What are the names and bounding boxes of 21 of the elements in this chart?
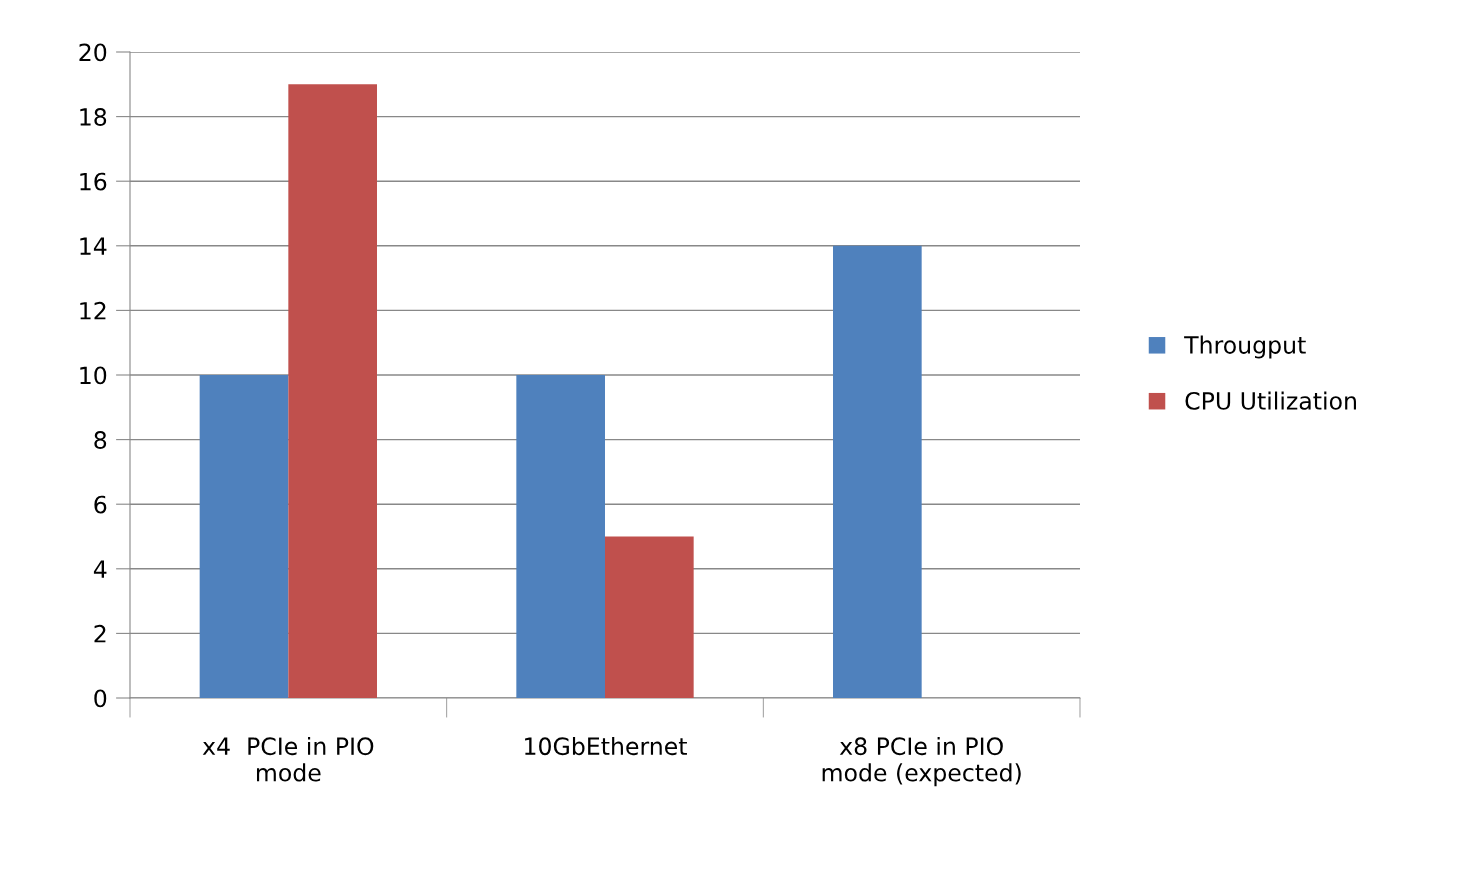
bar bbox=[516, 375, 605, 698]
bar bbox=[288, 84, 377, 698]
y-tick-label: 14 bbox=[80, 237, 107, 255]
y-tick-label: 20 bbox=[79, 43, 107, 62]
y-tick-label: 10 bbox=[80, 366, 107, 385]
x-tick-label: 10GbEthernet bbox=[525, 736, 687, 756]
bar bbox=[605, 536, 694, 698]
x-tick-label: x4 PCIe in PIO mode bbox=[202, 736, 374, 782]
legend-label: CPU Utilization bbox=[1185, 391, 1356, 410]
y-tick-label: 8 bbox=[94, 431, 107, 449]
y-tick-label: 12 bbox=[80, 301, 106, 320]
y-tick-label: 0 bbox=[94, 689, 107, 708]
x-tick-label: x8 PCIe in PIO mode (expected) bbox=[822, 736, 1021, 787]
y-tick-label: 4 bbox=[93, 560, 107, 578]
bar bbox=[833, 245, 922, 698]
y-tick-label: 18 bbox=[80, 108, 107, 126]
y-tick-label: 6 bbox=[94, 495, 107, 514]
bar bbox=[199, 375, 289, 698]
legend-label: Througput bbox=[1184, 335, 1306, 359]
y-tick-label: 2 bbox=[94, 624, 106, 643]
y-tick-label: 16 bbox=[80, 172, 107, 191]
